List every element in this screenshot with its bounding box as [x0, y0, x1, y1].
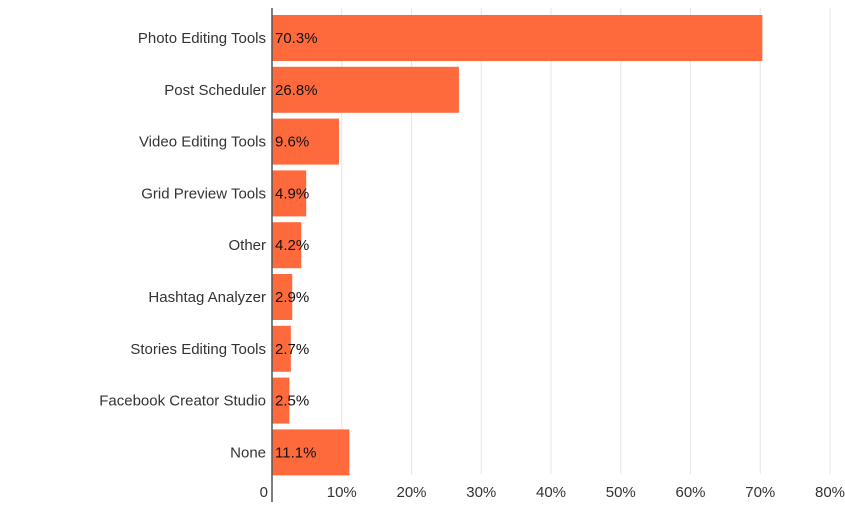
bar-post-scheduler — [272, 66, 459, 113]
category-label-grid-preview-tools: Grid Preview Tools — [141, 185, 266, 202]
x-tick-label-40: 40% — [536, 484, 566, 501]
value-label-none: 11.1% — [275, 444, 316, 461]
category-label-none: None — [230, 444, 266, 461]
category-label-hashtag-analyzer: Hashtag Analyzer — [148, 289, 266, 306]
category-labels: Photo Editing Tools Post Scheduler Video E… — [99, 30, 266, 461]
value-label-hashtag-analyzer: 2.9% — [275, 289, 309, 306]
value-labels: 70.3% 26.8% 9.6% 4.9% 4.2% 2.9% 2.7% 2.5% 11.1% — [275, 30, 318, 461]
category-label-post-scheduler: Post Scheduler — [164, 82, 266, 99]
value-label-video-editing-tools: 9.6% — [275, 134, 309, 151]
value-label-post-scheduler: 26.8% — [275, 82, 318, 99]
bar-hashtag-analyzer — [272, 274, 293, 320]
bar-other — [272, 222, 302, 269]
value-label-photo-editing-tools: 70.3% — [275, 30, 318, 47]
bars — [272, 15, 763, 476]
category-label-facebook-creator-studio: Facebook Creator Studio — [99, 393, 266, 410]
value-label-facebook-creator-studio: 2.5% — [275, 393, 309, 410]
value-label-stories-editing-tools: 2.7% — [275, 341, 309, 358]
x-tick-label-50: 50% — [606, 484, 636, 501]
x-tick-labels: 0 10% 20% 30% 40% 50% 60% 70% 80% — [260, 484, 845, 501]
value-label-other: 4.2% — [275, 237, 309, 254]
x-tick-label-0: 0 — [260, 484, 268, 501]
x-tick-label-60: 60% — [675, 484, 705, 501]
bar-none — [272, 429, 350, 476]
bar-stories-editing-tools — [272, 325, 291, 372]
x-tick-label-20: 20% — [396, 484, 426, 501]
x-tick-label-80: 80% — [815, 484, 845, 501]
category-label-stories-editing-tools: Stories Editing Tools — [130, 341, 266, 358]
x-tick-label-30: 30% — [466, 484, 496, 501]
bar-grid-preview-tools — [272, 170, 307, 217]
x-tick-label-70: 70% — [745, 484, 775, 501]
bar-photo-editing-tools — [272, 15, 763, 61]
value-label-grid-preview-tools: 4.9% — [275, 185, 309, 202]
bar-video-editing-tools — [272, 118, 339, 165]
x-tick-label-10: 10% — [327, 484, 357, 501]
category-label-other: Other — [228, 237, 266, 254]
bar-facebook-creator-studio — [272, 377, 290, 424]
category-label-video-editing-tools: Video Editing Tools — [139, 134, 266, 151]
category-label-photo-editing-tools: Photo Editing Tools — [138, 30, 266, 47]
